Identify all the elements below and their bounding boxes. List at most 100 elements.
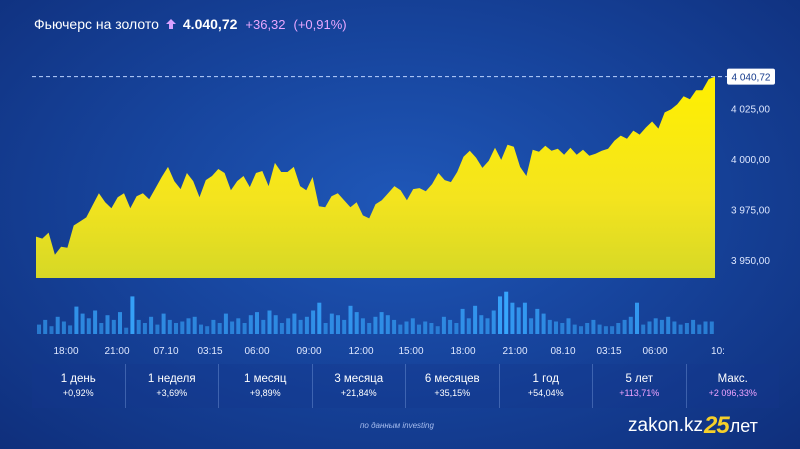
x-tick-label: 10:: [711, 346, 725, 357]
volume-bar: [61, 321, 66, 334]
volume-bar: [628, 316, 633, 334]
volume-bar: [560, 323, 565, 334]
volume-bar: [541, 313, 546, 334]
volume-bar: [354, 312, 359, 334]
volume-bar: [417, 324, 421, 334]
volume-bar: [566, 318, 571, 334]
period-item[interactable]: 3 месяца +21,84%: [311, 364, 406, 408]
period-item[interactable]: Макс. +2 096,33%: [685, 364, 780, 408]
logo-suffix: лет: [729, 415, 758, 436]
volume-bar: [336, 315, 340, 334]
volume-bar: [385, 315, 390, 334]
volume-bar: [373, 316, 378, 334]
volume-bar: [460, 308, 465, 334]
period-label: 1 день: [60, 373, 96, 385]
current-price: 4.040,72: [182, 16, 238, 32]
volume-bar: [161, 313, 166, 334]
period-label: Макс.: [717, 373, 748, 385]
volume-bar: [124, 327, 129, 334]
volume-bar: [659, 319, 664, 334]
x-tick-label: 21:00: [104, 346, 129, 357]
volume-bar: [286, 318, 291, 334]
volume-bar: [186, 318, 191, 334]
volume-bar: [230, 321, 235, 334]
volume-bar: [118, 312, 122, 334]
period-item[interactable]: 1 месяц +9,89%: [218, 364, 312, 408]
volume-bar: [211, 319, 216, 334]
volume-bar: [130, 296, 135, 334]
volume-bar: [516, 307, 521, 334]
period-label: 1 год: [532, 373, 559, 385]
volume-bar: [709, 321, 714, 334]
period-label: 6 месяцев: [424, 373, 480, 385]
volume-bar: [485, 318, 490, 334]
volume-bar: [491, 310, 496, 334]
volume-bar: [317, 302, 322, 334]
x-tick-label: 06:00: [642, 346, 667, 357]
period-item[interactable]: 5 лет +113,71%: [592, 364, 686, 408]
volume-bar: [448, 319, 453, 334]
volume-bar: [529, 318, 534, 334]
period-item[interactable]: 1 день +0,92%: [32, 364, 125, 408]
period-item[interactable]: 6 месяцев +35,15%: [405, 364, 499, 408]
instrument-title: Фьючерс на золото: [34, 16, 159, 32]
period-item[interactable]: 1 неделя +3,69%: [124, 364, 219, 408]
volume-bar: [80, 313, 85, 334]
volume-bar: [423, 321, 428, 334]
volume-bar: [348, 305, 353, 334]
period-item[interactable]: 1 год +54,04%: [498, 364, 593, 408]
volume-bar: [167, 319, 172, 334]
y-tick-label: 4 000,00: [731, 155, 770, 166]
period-change: +0,92%: [62, 388, 94, 398]
volume-bar: [142, 323, 147, 334]
volume-bar: [93, 310, 98, 334]
volume-bar: [223, 313, 228, 334]
x-tick-label: 12:00: [348, 346, 373, 357]
volume-bar: [304, 316, 309, 334]
volume-bar: [180, 321, 185, 334]
volume-bar: [410, 318, 415, 334]
volume-bar: [697, 324, 702, 334]
volume-bar: [572, 324, 577, 334]
period-change: +35,15%: [434, 388, 471, 398]
volume-bar: [547, 319, 552, 334]
volume-bar: [367, 323, 372, 334]
volume-bar: [473, 305, 478, 334]
price-change-percent: (+0,91%): [293, 16, 347, 32]
x-tick-label: 18:00: [53, 346, 78, 357]
x-tick-label: 03:15: [197, 346, 222, 357]
x-tick-label: 15:00: [398, 346, 423, 357]
x-tick-label: 03:15: [596, 346, 621, 357]
volume-bar: [479, 315, 484, 334]
volume-bar: [298, 319, 303, 334]
volume-bar: [37, 324, 41, 334]
volume-bar: [653, 318, 658, 334]
volume-bar: [498, 296, 502, 334]
period-change: +54,04%: [527, 388, 564, 398]
x-tick-label: 09:00: [296, 346, 321, 357]
volume-bar: [86, 318, 91, 334]
volume-bar: [255, 312, 259, 334]
volume-bar: [504, 291, 509, 334]
volume-bar: [691, 319, 696, 334]
volume-bar: [510, 302, 515, 334]
volume-bar: [641, 324, 646, 334]
volume-bar: [105, 315, 110, 334]
volume-bar: [441, 316, 446, 334]
volume-bar: [205, 326, 210, 334]
volume-bar: [43, 319, 48, 334]
volume-bar: [684, 323, 689, 334]
x-tick-label: 08.10: [550, 346, 575, 357]
volume-bar: [155, 324, 160, 334]
volume-bar: [678, 324, 683, 334]
x-tick-label: 21:00: [502, 346, 527, 357]
volume-bar: [273, 315, 278, 334]
period-label: 5 лет: [625, 373, 654, 385]
x-tick-label: 06:00: [244, 346, 269, 357]
volume-bar: [703, 321, 708, 334]
volume-bar: [248, 315, 253, 334]
price-change: +36,32: [245, 16, 286, 32]
period-change: +113,71%: [619, 388, 660, 398]
volume-bar: [429, 323, 434, 334]
